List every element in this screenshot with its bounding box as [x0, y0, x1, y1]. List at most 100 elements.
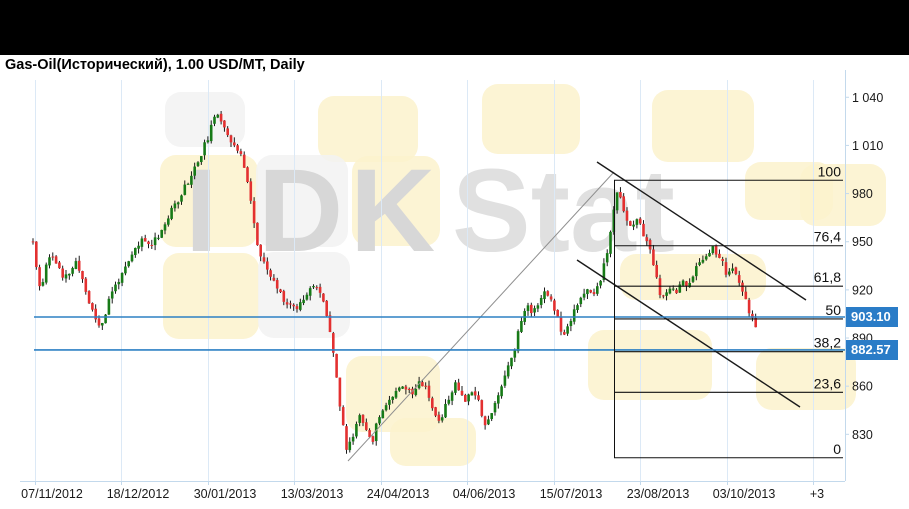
- candle-body: [484, 416, 487, 425]
- candle-body: [441, 417, 444, 420]
- candle-body: [702, 260, 705, 263]
- candle-body: [474, 391, 477, 395]
- candle-body: [599, 281, 602, 286]
- candle-body: [527, 305, 530, 311]
- x-axis-label: 24/04/2013: [367, 487, 430, 501]
- candle-body: [289, 303, 292, 304]
- candle-body: [408, 389, 411, 390]
- candle-body: [537, 305, 540, 308]
- candle-body: [177, 202, 180, 204]
- candle-body: [296, 306, 299, 309]
- fib-level-label: 38,2: [814, 335, 841, 351]
- candle-body: [210, 125, 213, 141]
- candle-body: [438, 415, 441, 421]
- candle-body: [388, 400, 391, 405]
- candle-body: [560, 317, 563, 332]
- candle-body: [207, 140, 210, 142]
- candle-body: [497, 395, 500, 403]
- price-chart-plot[interactable]: 1 0401 01098095092089086083010076,461,85…: [0, 55, 909, 509]
- candle-body: [382, 410, 385, 418]
- candle-body: [55, 256, 58, 263]
- candle-body: [345, 426, 348, 450]
- chart-area[interactable]: IDKStat 1 0401 0109809509208908608301007…: [0, 55, 909, 509]
- x-axis-label: 13/03/2013: [281, 487, 344, 501]
- x-axis-label: 07/11/2012: [21, 487, 83, 501]
- y-axis-label: 920: [852, 283, 873, 297]
- candle-body: [662, 295, 665, 296]
- candle-body: [157, 238, 160, 239]
- candle-body: [464, 395, 467, 402]
- candle-body: [629, 221, 632, 226]
- candle-body: [358, 415, 361, 423]
- candle-body: [712, 246, 715, 253]
- candle-body: [415, 389, 418, 395]
- candle-body: [467, 394, 470, 401]
- candle-body: [454, 382, 457, 393]
- candle-body: [596, 286, 599, 294]
- candle-body: [639, 219, 642, 224]
- candle-body: [566, 326, 569, 333]
- x-axis-label: 04/06/2013: [453, 487, 516, 501]
- candle-body: [580, 298, 583, 304]
- candle-body: [434, 407, 437, 415]
- candle-body: [292, 305, 295, 307]
- candle-body: [233, 142, 236, 145]
- candle-body: [507, 365, 510, 376]
- candle-body: [91, 303, 94, 310]
- candle-body: [75, 261, 78, 269]
- candle-body: [236, 145, 239, 150]
- candle-body: [570, 321, 573, 326]
- candle-body: [748, 300, 751, 313]
- candle-body: [695, 266, 698, 276]
- candle-body: [286, 302, 289, 304]
- candle-body: [530, 305, 533, 313]
- candle-body: [322, 294, 325, 302]
- fib-level-label: 23,6: [814, 375, 841, 391]
- candle-body: [81, 271, 84, 279]
- candle-body: [735, 267, 738, 274]
- candle-body: [104, 315, 107, 324]
- candle-body: [111, 291, 114, 298]
- candle-body: [147, 242, 150, 244]
- candle-body: [642, 224, 645, 237]
- candle-body: [35, 242, 38, 267]
- candle-body: [226, 128, 229, 135]
- candle-body: [471, 392, 474, 395]
- candle-body: [682, 281, 685, 286]
- candle-body: [652, 249, 655, 265]
- candle-body: [398, 388, 401, 391]
- candle-body: [533, 308, 536, 312]
- candle-body: [319, 287, 322, 293]
- candle-body: [477, 395, 480, 400]
- candle-body: [203, 142, 206, 155]
- candle-body: [309, 288, 312, 296]
- candle-body: [78, 261, 81, 271]
- candle-body: [705, 256, 708, 259]
- candle-body: [174, 203, 177, 208]
- candle-body: [556, 310, 559, 317]
- candle-body: [279, 289, 282, 292]
- candle-body: [543, 291, 546, 299]
- candle-body: [365, 422, 368, 430]
- candle-body: [692, 277, 695, 282]
- candle-body: [494, 403, 497, 412]
- candle-body: [378, 417, 381, 423]
- candle-body: [299, 302, 302, 310]
- candle-body: [253, 201, 256, 223]
- candle-body: [731, 268, 734, 270]
- candle-body: [619, 192, 622, 197]
- candle-body: [728, 272, 731, 275]
- candle-body: [61, 268, 64, 277]
- candle-body: [550, 296, 553, 299]
- candle-body: [385, 405, 388, 410]
- candle-body: [65, 274, 68, 278]
- x-axis-label: 18/12/2012: [107, 487, 170, 501]
- candle-body: [669, 289, 672, 294]
- candle-body: [217, 115, 220, 118]
- candle-body: [514, 350, 517, 357]
- candle-body: [45, 265, 48, 283]
- candle-body: [586, 289, 589, 294]
- candle-body: [444, 404, 447, 417]
- candle-body: [283, 291, 286, 302]
- candle-body: [563, 332, 566, 335]
